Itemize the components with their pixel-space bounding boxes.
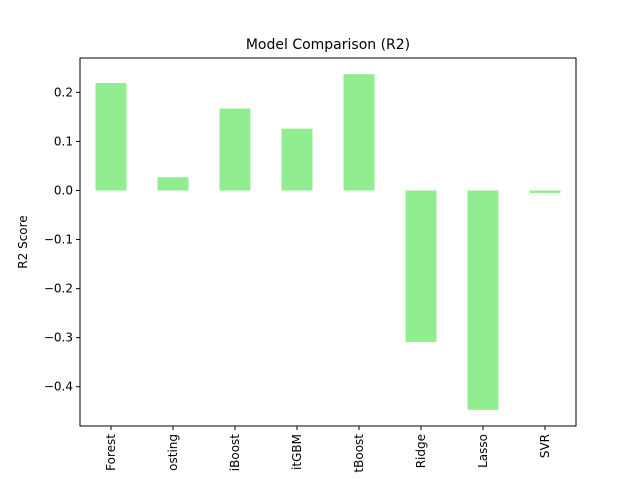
y-tick-label: −0.3 xyxy=(44,331,73,345)
chart-title: Model Comparison (R2) xyxy=(246,37,410,53)
x-tick-label: itGBM xyxy=(290,434,304,470)
y-tick-label: −0.2 xyxy=(44,282,73,296)
bar-forest xyxy=(95,83,127,191)
bar-iboost xyxy=(219,108,251,191)
x-ticks-group: Forest osting iBoost itGBM tBoost Ridge Lasso S… xyxy=(104,426,552,473)
bars-group xyxy=(95,74,561,410)
y-tick-label: 0.0 xyxy=(54,183,73,197)
y-ticks-group: 0.2 0.1 0.0 −0.1 −0.2 −0.3 −0.4 xyxy=(44,85,80,394)
y-tick-label: 0.1 xyxy=(54,134,73,148)
bar-osting xyxy=(157,177,189,191)
x-tick-label: tBoost xyxy=(352,434,366,473)
bar-lasso xyxy=(467,190,499,410)
x-tick-label: Forest xyxy=(104,434,118,471)
x-tick-label: SVR xyxy=(538,434,552,458)
x-tick-label: osting xyxy=(166,434,180,471)
bar-itgbm xyxy=(281,128,313,191)
x-tick-label: Lasso xyxy=(476,434,490,468)
x-tick-label: iBoost xyxy=(228,434,242,472)
x-tick-label: Ridge xyxy=(414,434,428,468)
bar-ridge xyxy=(405,190,437,343)
y-tick-label: −0.4 xyxy=(44,380,73,394)
y-tick-label: 0.2 xyxy=(54,85,73,99)
y-tick-label: −0.1 xyxy=(44,233,73,247)
plot-frame xyxy=(79,57,577,427)
bar-svr xyxy=(529,190,561,193)
bar-tboost xyxy=(343,74,375,191)
y-axis-label: R2 Score xyxy=(16,215,30,268)
